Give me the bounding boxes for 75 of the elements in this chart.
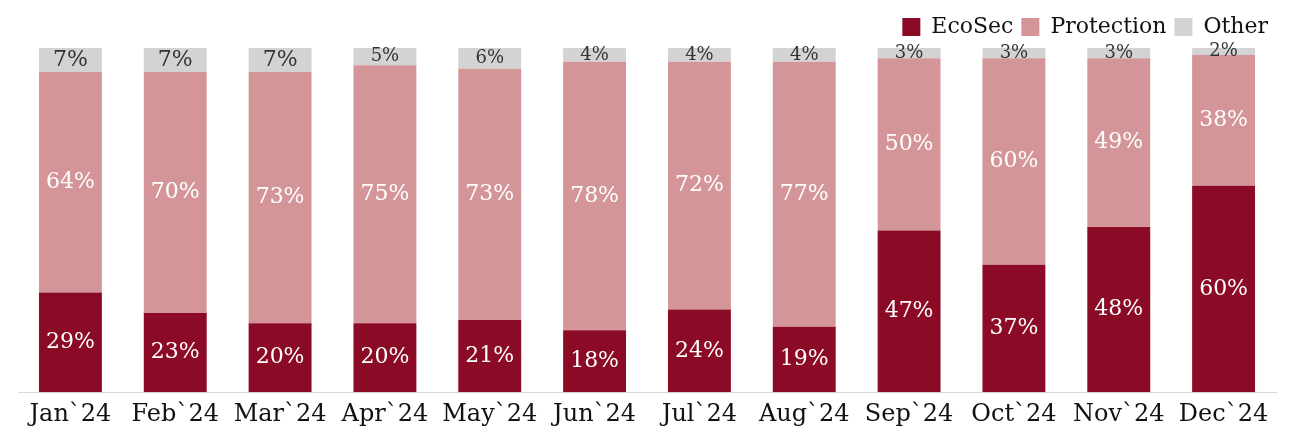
bar [38, 292, 102, 393]
data-label: 23% [150, 338, 200, 364]
bar [877, 230, 941, 393]
data-label: 78% [570, 181, 620, 207]
data-label: 19% [779, 345, 829, 371]
x-tick-label: Feb`24 [131, 398, 219, 427]
data-label: 49% [1094, 128, 1144, 154]
data-label: 50% [884, 130, 934, 156]
x-tick-label: May`24 [442, 398, 538, 427]
data-label: 4% [580, 42, 609, 64]
bar [143, 72, 207, 314]
data-label: 77% [779, 180, 829, 205]
bar [667, 309, 731, 393]
data-label: 20% [255, 343, 305, 369]
x-tick-label: Nov`24 [1072, 398, 1165, 427]
legend-label: EcoSec [931, 12, 1014, 38]
x-tick-label: Jan`24 [26, 398, 112, 427]
data-label: 7% [157, 45, 193, 71]
data-label: 73% [255, 183, 305, 209]
bar [248, 323, 312, 393]
bar [353, 65, 417, 324]
data-label: 3% [1104, 40, 1134, 62]
data-label: 6% [475, 46, 505, 67]
data-label: 7% [262, 45, 298, 71]
data-label: 37% [989, 314, 1039, 340]
x-tick-label: Dec`24 [1178, 398, 1269, 427]
data-label: 3% [999, 40, 1029, 62]
data-label: 47% [884, 297, 934, 323]
data-label: 4% [789, 42, 819, 64]
bar [982, 264, 1046, 393]
bar [982, 58, 1046, 265]
x-tick-label: Mar`24 [233, 398, 327, 427]
legend-label: Protection [1050, 12, 1167, 38]
data-label: 5% [370, 44, 400, 66]
data-label: 4% [685, 42, 714, 64]
x-tick-label: Jun`24 [550, 398, 637, 427]
data-label: 72% [674, 171, 724, 197]
x-tick-label: Oct`24 [971, 398, 1057, 427]
bar [772, 61, 836, 327]
bar [667, 61, 731, 310]
data-label: 3% [894, 40, 924, 62]
data-label: 24% [674, 336, 724, 362]
bar [877, 58, 941, 231]
data-label: 75% [360, 180, 410, 205]
data-label: 60% [1199, 274, 1249, 300]
bar [1087, 226, 1151, 393]
legend-label: Other [1203, 12, 1269, 38]
bar [772, 326, 836, 393]
x-tick-label: Apr`24 [340, 398, 429, 427]
bar [563, 330, 627, 393]
data-label: 21% [465, 341, 515, 367]
data-label: 73% [465, 180, 515, 205]
data-label: 18% [570, 346, 620, 372]
bar [143, 313, 207, 393]
data-label: 48% [1094, 295, 1144, 321]
data-label: 20% [360, 343, 410, 369]
bar [1087, 58, 1151, 227]
data-label: 7% [52, 45, 88, 71]
data-label: 2% [1209, 39, 1238, 61]
data-label: 64% [45, 167, 95, 193]
bar [38, 72, 102, 293]
bar [563, 61, 627, 331]
bar [458, 68, 522, 320]
x-tick-label: Sep`24 [864, 398, 954, 427]
bar [248, 72, 312, 324]
x-tick-label: Aug`24 [757, 398, 850, 427]
data-label: 70% [150, 178, 200, 204]
bar [1192, 54, 1256, 186]
bar [353, 323, 417, 393]
x-tick-label: Jul`24 [658, 398, 738, 427]
data-label: 60% [989, 147, 1039, 173]
data-label: 38% [1199, 106, 1249, 131]
bar [458, 319, 522, 393]
bar [1192, 185, 1256, 393]
data-label: 29% [45, 328, 95, 354]
